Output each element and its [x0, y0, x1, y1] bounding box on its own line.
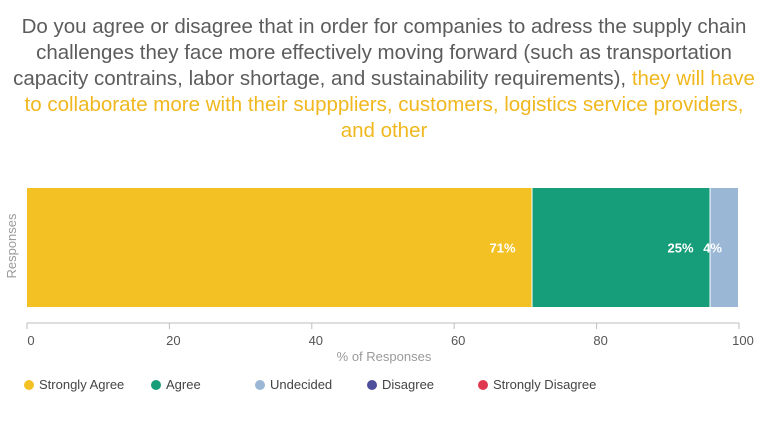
legend-item-strongly-agree: Strongly Agree [24, 377, 124, 392]
chart-title: Do you agree or disagree that in order f… [10, 14, 758, 144]
data-label-undecided: 4% [703, 241, 722, 256]
title-highlight-text: they will have to collaborate more with … [24, 67, 755, 142]
title-main-text: Do you agree or disagree that in order f… [13, 15, 747, 90]
x-axis: 0 20 40 60 80 100 [26, 322, 754, 348]
y-axis-label: Responses [4, 213, 19, 279]
bar-strongly-agree [27, 188, 532, 307]
data-label-strongly-agree: 71% [489, 241, 515, 256]
legend-label: Disagree [382, 377, 435, 392]
bar-group: 71% 25% 4% [27, 188, 738, 307]
legend-label: Strongly Agree [39, 377, 125, 392]
x-tick-label: 60 [451, 333, 465, 348]
x-tick-label: 80 [593, 333, 607, 348]
legend-marker [151, 379, 161, 390]
bar-undecided [710, 188, 738, 307]
legend-item-undecided: Undecided [255, 377, 332, 392]
legend-marker [24, 379, 34, 390]
legend-item-disagree: Disagree [367, 377, 434, 392]
legend-label: Strongly Disagree [493, 377, 597, 392]
legend-item-strongly-disagree: Strongly Disagree [478, 377, 596, 392]
x-tick-label: 100 [732, 333, 754, 348]
legend-label: Agree [166, 377, 201, 392]
legend-marker [367, 379, 377, 390]
data-label-agree: 25% [667, 241, 693, 256]
legend-item-agree: Agree [151, 377, 201, 392]
legend-marker [255, 379, 265, 390]
x-tick-label: 20 [166, 333, 180, 348]
bar-agree [532, 188, 710, 307]
x-tick-label: 40 [309, 333, 323, 348]
legend-label: Undecided [270, 377, 333, 392]
x-axis-label: % of Responses [337, 349, 432, 364]
legend-marker [478, 379, 488, 390]
x-tick-label: 0 [27, 333, 34, 348]
chart-legend: Strongly Agree Agree Undecided Disagree Stro… [24, 377, 764, 395]
